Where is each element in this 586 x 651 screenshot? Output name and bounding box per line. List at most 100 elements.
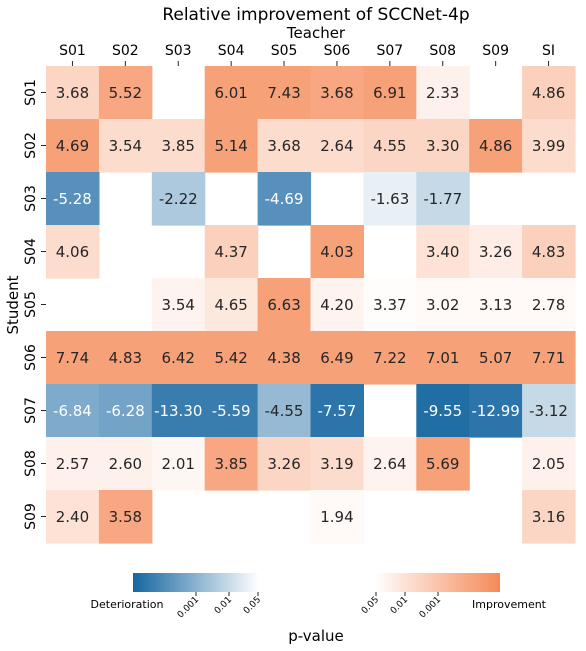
- heatmap-cell: [469, 225, 523, 279]
- y-tick-label: S07: [23, 397, 39, 424]
- cell-value-label: -4.55: [265, 402, 304, 420]
- cell-value-label: 2.60: [109, 455, 142, 473]
- heatmap-cell: [204, 331, 259, 385]
- heatmap-cell: [469, 119, 523, 173]
- colorbar-tick-label: 0.05: [242, 595, 263, 616]
- cell-value-label: 2.64: [373, 455, 406, 473]
- y-tick-label: S05: [23, 291, 39, 318]
- cell-value-label: 7.43: [267, 84, 300, 102]
- cell-value-label: 7.01: [426, 349, 459, 367]
- colorbar-tick-label: 0.001: [176, 595, 201, 620]
- colorbar-tick-label: 0.05: [360, 595, 381, 616]
- heatmap-cell: [363, 119, 417, 173]
- heatmap-cell: [416, 119, 470, 173]
- cell-value-label: 3.54: [162, 296, 195, 314]
- cell-value-label: 3.54: [109, 137, 142, 155]
- heatmap-cell: [310, 66, 364, 120]
- heatmap-cell: [469, 278, 523, 332]
- heatmap-cell: [469, 331, 523, 385]
- heatmap-cell: [98, 331, 153, 385]
- heatmap-cell: [204, 66, 259, 120]
- cell-value-label: -1.63: [370, 190, 409, 208]
- heatmap-cell: [416, 225, 470, 279]
- cell-value-label: 4.86: [479, 137, 512, 155]
- cell-value-label: 4.20: [320, 296, 353, 314]
- heatmap-cell: [98, 119, 153, 173]
- cell-value-label: -3.12: [529, 402, 568, 420]
- cell-value-label: 2.01: [162, 455, 195, 473]
- cell-value-label: 7.74: [56, 349, 89, 367]
- heatmap-cell: [257, 119, 312, 173]
- cell-value-label: -9.55: [423, 402, 462, 420]
- cell-value-label: 3.85: [162, 137, 195, 155]
- colorbar-tick-label: 0.01: [213, 595, 234, 616]
- colorbar-negative-bar: [133, 573, 259, 592]
- cell-value-label: 4.86: [532, 84, 565, 102]
- cell-value-label: 3.37: [373, 296, 406, 314]
- cell-value-label: -5.28: [53, 190, 92, 208]
- heatmap-cell: [363, 172, 417, 226]
- cell-value-label: -5.59: [212, 402, 251, 420]
- colorbar-positive-ticks: 0.05 0.01 0.001: [360, 592, 443, 620]
- heatmap-cell: [257, 66, 312, 120]
- cell-value-label: 5.69: [426, 455, 459, 473]
- cell-value-label: 1.94: [320, 508, 353, 526]
- heatmap-cell: [416, 437, 470, 491]
- heatmap-cell: [151, 331, 206, 385]
- heatmap-cell: [46, 384, 100, 438]
- heatmap-cell: [204, 119, 259, 173]
- heatmap-cell: [204, 437, 259, 491]
- cell-value-label: 3.19: [320, 455, 353, 473]
- heatmap-cell: [363, 66, 417, 120]
- heatmap-cell: [98, 437, 153, 491]
- colorbar-tick-label: 0.01: [389, 595, 410, 616]
- heatmap-cell: [522, 384, 576, 438]
- heatmap-cell: [469, 384, 523, 438]
- cell-value-label: 3.58: [109, 508, 142, 526]
- cell-value-label: 6.01: [214, 84, 247, 102]
- cell-value-label: 6.63: [267, 296, 300, 314]
- y-tick-labels: S01 S02 S03 S04 S05 S06 S07 S08 S09: [23, 79, 46, 530]
- cell-value-label: 4.83: [109, 349, 142, 367]
- heatmap-cell: [363, 437, 417, 491]
- cell-value-label: 4.65: [214, 296, 247, 314]
- cell-value-label: 4.37: [214, 243, 247, 261]
- colorbar-tick-label: 0.001: [418, 595, 443, 620]
- cell-value-label: -6.84: [53, 402, 92, 420]
- colorbar-positive-label: Improvement: [472, 598, 547, 611]
- heatmap-cell: [522, 331, 576, 385]
- heatmap-cell: [46, 490, 100, 544]
- heatmap-cell: [204, 384, 259, 438]
- cell-value-label: 3.30: [426, 137, 459, 155]
- cell-value-label: 2.05: [532, 455, 565, 473]
- cell-value-label: 3.26: [267, 455, 300, 473]
- cell-value-label: -2.22: [159, 190, 198, 208]
- y-tick-label: S09: [23, 503, 39, 530]
- y-tick-label: S04: [23, 238, 39, 265]
- heatmap-cell: [46, 331, 100, 385]
- heatmap-cell: [151, 384, 206, 438]
- cell-value-label: 3.13: [479, 296, 512, 314]
- x-tick-label: S03: [165, 43, 192, 59]
- cell-value-label: -12.99: [471, 402, 519, 420]
- cell-value-label: 6.49: [320, 349, 353, 367]
- cell-value-label: -7.57: [318, 402, 357, 420]
- heatmap-cell: [204, 225, 259, 279]
- y-tick-label: S08: [23, 450, 39, 477]
- colorbar-positive-bar: [374, 573, 500, 592]
- cell-value-label: 3.68: [267, 137, 300, 155]
- heatmap-cell: [151, 119, 206, 173]
- heatmap-cell: [257, 384, 312, 438]
- cell-value-label: -4.69: [265, 190, 304, 208]
- x-tick-label: S05: [271, 43, 298, 59]
- x-tick-label: SI: [542, 43, 555, 59]
- cell-value-label: 7.71: [532, 349, 565, 367]
- cell-value-label: 4.06: [56, 243, 89, 261]
- heatmap-cell: [310, 278, 364, 332]
- cell-value-label: 2.33: [426, 84, 459, 102]
- colorbar-xlabel: p-value: [288, 627, 344, 645]
- heatmap-cell: [363, 331, 417, 385]
- x-tick-labels: S01 S02 S03 S04 S05 S06 S07 S08 S09 SI: [59, 43, 555, 66]
- cell-value-label: -13.30: [154, 402, 202, 420]
- y-tick-label: S03: [23, 185, 39, 212]
